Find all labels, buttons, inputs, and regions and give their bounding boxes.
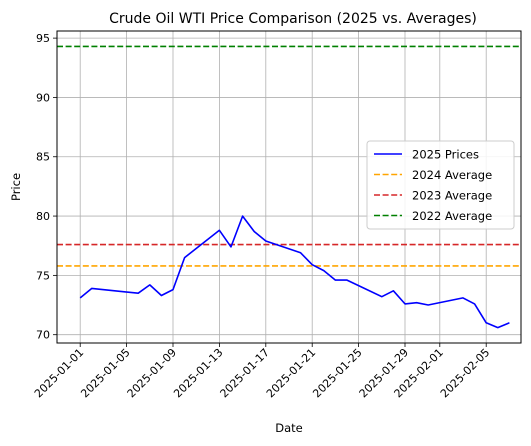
y-axis-label: Price (9, 173, 23, 201)
price-series (79, 215, 510, 329)
legend-label: 2024 Average (412, 168, 492, 182)
y-tick-label: 90 (36, 91, 50, 104)
chart-title: Crude Oil WTI Price Comparison (2025 vs.… (109, 11, 477, 27)
legend-label: 2022 Average (412, 209, 492, 223)
y-tick-label: 95 (36, 32, 50, 45)
legend: 2025 Prices 2024 Average 2023 Average 2022 … (366, 140, 515, 230)
legend-label: 2025 Prices (412, 148, 479, 162)
x-axis-label: Date (275, 421, 303, 435)
y-tick-label: 85 (36, 151, 50, 164)
x-axis-ticks: 2025-01-012025-01-052025-01-092025-01-13… (32, 343, 492, 400)
plot-frame (56, 30, 522, 344)
legend-box (366, 140, 515, 230)
series-line (79, 215, 510, 329)
x-tick-label: 2025-02-05 (438, 346, 492, 400)
legend-label: 2023 Average (412, 189, 492, 203)
y-tick-label: 70 (36, 329, 50, 342)
y-axis-ticks: 70 75 80 85 90 95 (36, 32, 57, 342)
y-tick-label: 80 (36, 210, 50, 223)
y-tick-label: 75 (36, 269, 50, 282)
